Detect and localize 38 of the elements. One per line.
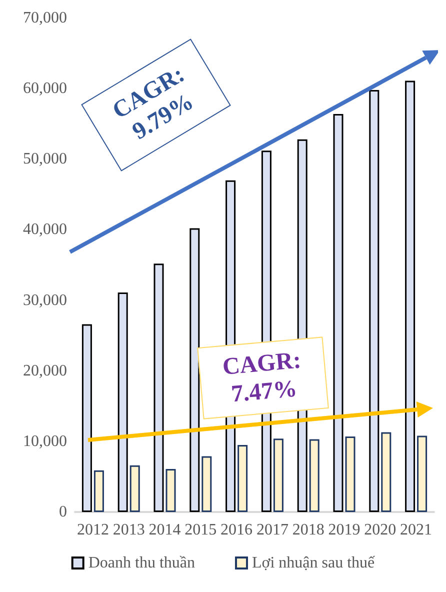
x-tick-label: 2018 <box>292 522 324 538</box>
bar <box>82 324 92 512</box>
x-tick-label: 2014 <box>148 522 181 538</box>
bar <box>202 456 212 512</box>
x-tick-label: 2020 <box>364 522 396 538</box>
bar <box>345 436 356 512</box>
bar <box>118 292 128 512</box>
bar <box>130 465 140 512</box>
annotation: CAGR: 7.47% <box>197 336 329 420</box>
y-tick-label: 20,000 <box>23 362 67 380</box>
y-tick-label: 60,000 <box>23 80 67 98</box>
x-tick-label: 2017 <box>256 522 288 538</box>
bar <box>309 439 320 512</box>
legend-label: Lợi nhuận sau thuế <box>252 554 376 572</box>
x-tick-label: 2016 <box>220 522 253 538</box>
bar <box>154 264 164 512</box>
x-tick-label: 2019 <box>328 522 360 538</box>
y-tick-label: 30,000 <box>23 292 67 309</box>
x-tick-label: 2015 <box>184 522 217 538</box>
y-tick-label: 50,000 <box>23 150 67 168</box>
bar <box>238 444 248 512</box>
y-tick-label: 10,000 <box>23 432 67 450</box>
x-tick-label: 2021 <box>400 522 432 538</box>
bar <box>190 228 200 512</box>
x-tick-label: 2012 <box>76 522 109 538</box>
y-tick-label: 0 <box>59 504 67 520</box>
bar <box>333 114 344 512</box>
bar <box>417 436 428 512</box>
bar <box>381 432 392 512</box>
y-tick-label: 70,000 <box>23 10 67 26</box>
bar <box>405 80 416 512</box>
bar <box>94 470 104 512</box>
bar <box>166 468 176 512</box>
y-tick-label: 40,000 <box>23 221 67 238</box>
legend-label: Doanh thu thuần <box>88 554 196 572</box>
bar <box>369 90 380 512</box>
bar <box>273 438 284 512</box>
x-tick-label: 2013 <box>112 522 145 538</box>
